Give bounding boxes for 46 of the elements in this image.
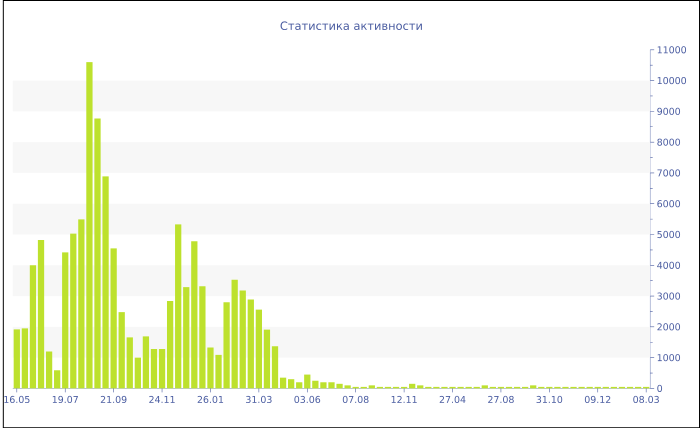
bar [272,346,278,388]
x-tick-label: 16.05 [4,396,30,403]
y-tick-label: 4000 [657,262,680,269]
y-tick-label: 3000 [657,292,680,300]
x-tick-label: 27.08 [488,396,514,403]
bar [46,351,52,388]
x-tick-label: 26.01 [198,396,224,403]
y-tick-label: 9000 [657,108,680,115]
bar [215,354,222,388]
bar [30,265,36,388]
bar [94,118,101,388]
x-tick-label: 31.03 [246,396,272,403]
x-tick-label: 21.09 [100,396,126,403]
bar [142,336,150,388]
x-tick-label: 03.06 [294,396,320,403]
bar [264,330,270,388]
bar [38,240,44,388]
x-tick-label: 09.12 [584,396,610,403]
x-tick-label: 08.03 [633,396,659,403]
bar [320,382,327,388]
x-tick-label: 31.10 [536,396,562,403]
y-tick-label: 1000 [658,354,680,362]
x-tick-label: 24.11 [149,396,175,403]
y-tick-label: 5000 [657,230,680,238]
x-tick-label: 07.08 [342,396,369,403]
bar [207,347,214,388]
y-tick-label: 0 [657,384,662,392]
x-tick-label: 27.04 [440,396,466,403]
x-tick-label: 12.11 [392,396,417,403]
bar [223,302,230,388]
bar [199,286,206,388]
y-tick-label: 7000 [657,169,680,176]
x-tick-label: 19.07 [52,396,78,403]
y-tick-label: 10000 [658,76,686,84]
y-tick-label: 8000 [657,138,680,146]
bar [328,382,335,388]
chart-title: Статистика активности [280,21,422,30]
bar [150,348,158,388]
bar [336,384,343,388]
bar [158,348,166,388]
bar [102,176,109,388]
bar [280,378,286,388]
y-tick-label: 2000 [657,323,680,330]
y-tick-label: 11000 [658,46,686,54]
bar [86,62,93,388]
y-tick-label: 6000 [657,200,680,208]
